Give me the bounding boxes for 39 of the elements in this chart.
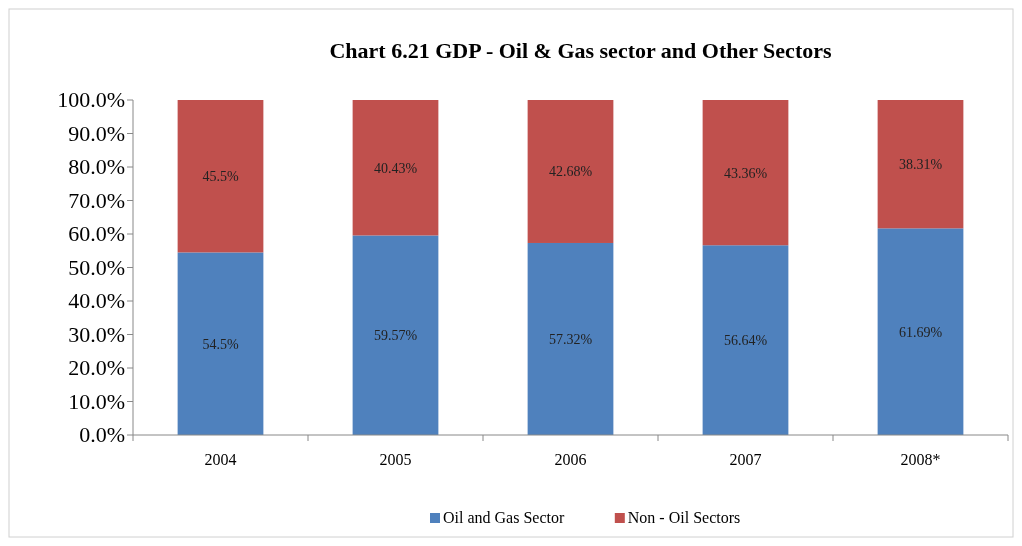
legend-label: Non - Oil Sectors	[627, 509, 741, 526]
y-tick-label: 90.0%	[68, 120, 125, 146]
y-tick-label: 10.0%	[68, 388, 125, 414]
y-tick-label: 40.0%	[68, 288, 125, 313]
bar	[352, 235, 439, 435]
y-tick-label: 20.0%	[68, 355, 125, 380]
x-tick-label: 2006	[554, 451, 587, 468]
data-label: 61.69%	[898, 324, 943, 340]
legend-label: Oil and Gas Sector	[443, 509, 565, 526]
data-label: 38.31%	[898, 157, 943, 173]
x-tick-label: 2004	[204, 451, 237, 468]
bar	[702, 100, 789, 246]
y-tick-label: 30.0%	[68, 321, 125, 347]
x-tick-label: 2008*	[900, 451, 941, 468]
data-label: 57.32%	[548, 331, 593, 347]
bar	[877, 228, 964, 435]
y-tick-label: 60.0%	[68, 221, 125, 246]
y-tick-label: 70.0%	[68, 187, 125, 213]
x-tick-label: 2005	[379, 451, 412, 468]
y-tick-label: 50.0%	[68, 254, 125, 280]
x-tick-label: 2007	[729, 451, 762, 468]
y-tick-label: 80.0%	[68, 154, 125, 179]
data-label: 54.5%	[202, 336, 239, 352]
y-tick-label: 0.0%	[79, 422, 125, 447]
data-label: 43.36%	[723, 165, 768, 181]
chart-title: Chart 6.21 GDP - Oil & Gas sector and Other Sectors	[329, 38, 832, 63]
data-label: 59.57%	[373, 328, 418, 344]
bar	[702, 245, 789, 435]
data-label: 56.64%	[723, 333, 768, 349]
bar	[177, 252, 264, 435]
data-label: 45.5%	[202, 169, 239, 185]
data-label: 40.43%	[373, 160, 418, 176]
data-label: 42.68%	[548, 164, 593, 180]
bar	[527, 100, 614, 243]
bar	[177, 100, 264, 253]
y-tick-label: 100.0%	[57, 87, 125, 112]
bar	[877, 100, 964, 229]
bar	[352, 100, 439, 236]
bar	[527, 242, 614, 435]
